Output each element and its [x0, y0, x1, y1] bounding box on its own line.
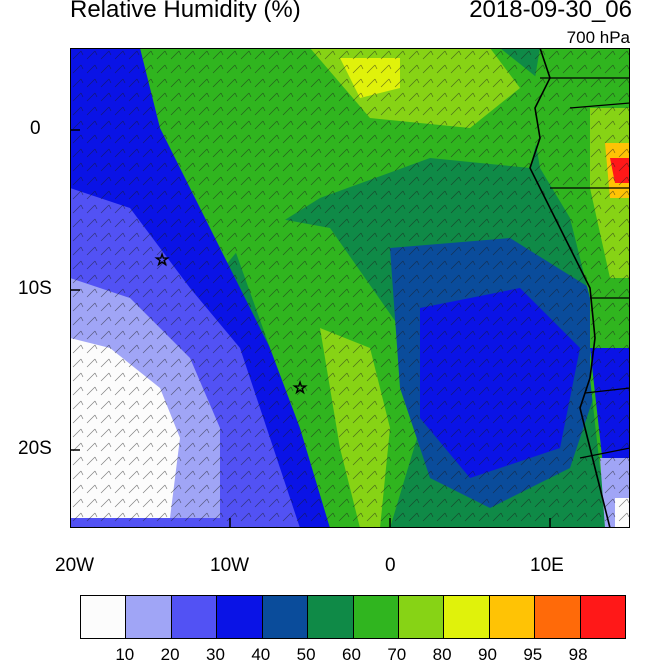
star-marker-1: ☆	[155, 252, 169, 269]
colorbar-swatch	[397, 596, 444, 638]
pressure-level: 700 hPa	[566, 28, 630, 47]
colorbar-label: 70	[387, 645, 407, 664]
x-tick-0: 0	[385, 555, 396, 576]
country-borders	[540, 77, 630, 459]
y-tick-0: 0	[30, 118, 41, 139]
colorbar-swatch	[534, 596, 580, 638]
colorbar-swatch	[352, 596, 398, 638]
x-tick-10e: 10E	[530, 555, 564, 576]
colorbar-label: 90	[478, 645, 497, 664]
y-tick-20s: 20S	[18, 438, 52, 459]
colorbar-swatch	[443, 596, 489, 638]
colorbar-label: 30	[206, 645, 225, 664]
colorbar-label: 95	[523, 645, 543, 664]
colorbar-label: 40	[251, 645, 271, 664]
valid-time: 2018-09-30_06	[469, 0, 632, 23]
colorbar-swatch	[261, 596, 308, 638]
humidity-map: ☆ ☆	[70, 48, 630, 528]
colorbar-swatch	[125, 596, 171, 638]
star-marker-2: ☆	[293, 380, 307, 397]
colorbar-label: 98	[568, 645, 588, 664]
colorbar-label: 60	[342, 645, 361, 664]
colorbar-label: 50	[296, 645, 316, 664]
colorbar-label: 10	[115, 645, 135, 664]
colorbar-labels: 10 20 30 40 50 60 70 80 90 95 98	[80, 645, 624, 667]
plot-title: Relative Humidity (%)	[70, 0, 301, 23]
axis-ticks	[70, 129, 551, 528]
colorbar-swatch	[307, 596, 353, 638]
rh-field: ☆ ☆	[70, 48, 630, 528]
colorbar-swatch	[81, 596, 126, 638]
colorbar-label: 20	[160, 645, 180, 664]
colorbar-swatch	[488, 596, 535, 638]
y-tick-10s: 10S	[18, 278, 52, 299]
coastline	[529, 48, 611, 528]
colorbar-swatch	[216, 596, 262, 638]
colorbar-label: 80	[432, 645, 452, 664]
colorbar-swatch	[579, 596, 626, 638]
x-tick-20w: 20W	[55, 555, 95, 576]
colorbar-swatch	[170, 596, 217, 638]
colorbar	[80, 595, 626, 639]
wind-barbs	[70, 48, 630, 528]
x-tick-10w: 10W	[210, 555, 250, 576]
